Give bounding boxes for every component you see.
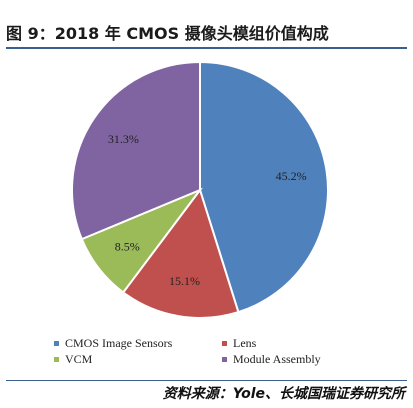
legend-swatch [222, 357, 227, 362]
data-label-lens: 15.1% [169, 274, 200, 288]
pie-slice-lens [121, 187, 240, 319]
title-divider [6, 47, 407, 49]
legend-item-vcm: VCM [54, 352, 92, 367]
data-label-module-assembly: 31.3% [108, 132, 139, 146]
legend-item-lens: Lens [222, 336, 256, 351]
legend-item-cmos-image-sensors: CMOS Image Sensors [54, 336, 172, 351]
legend-label: Module Assembly [233, 352, 321, 366]
legend-swatch [54, 357, 59, 362]
legend-label: Lens [233, 336, 257, 350]
pie-slice-cmos-image-sensors [199, 60, 329, 314]
data-label-cmos-image-sensors: 45.2% [276, 169, 307, 183]
pie-chart: 45.2% 15.1% 8.5% 31.3% [71, 60, 329, 319]
source-note: 资料来源：Yole、长城国瑞证券研究所 [162, 386, 405, 402]
pie-slice-module-assembly [71, 60, 201, 241]
legend-swatch [222, 341, 227, 346]
figure-title: 图 9：2018 年 CMOS 摄像头模组价值构成 [6, 24, 329, 43]
legend-label: VCM [65, 352, 93, 366]
legend-item-module-assembly: Module Assembly [222, 352, 321, 367]
legend-swatch [54, 341, 59, 346]
source-divider [6, 380, 407, 381]
legend-label: CMOS Image Sensors [65, 336, 173, 350]
data-label-vcm: 8.5% [115, 240, 140, 254]
